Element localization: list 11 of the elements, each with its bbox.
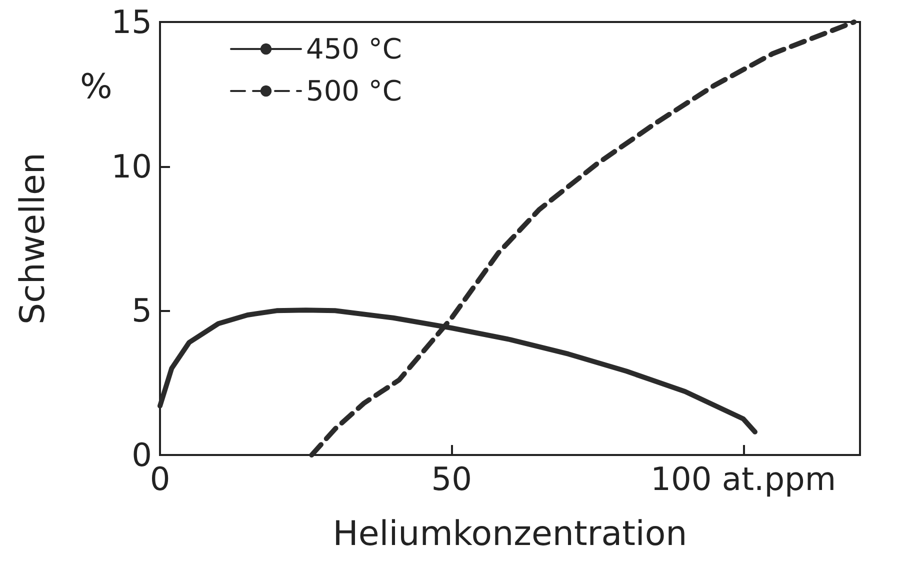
y-tick-label: 5: [132, 292, 152, 330]
y-tick-label: 10: [111, 147, 152, 186]
x-tick-label: 50: [431, 460, 472, 498]
x-axis-title: Heliumkonzentration: [332, 514, 688, 554]
y-tick-label: 0: [132, 436, 152, 474]
text: %: [80, 67, 112, 107]
x-tick-label: 100 at.ppm: [650, 460, 836, 498]
y-tick-label: 15: [111, 3, 152, 41]
legend-label: 500 °C: [306, 74, 402, 108]
y-axis-title: Schwellen: [13, 152, 53, 324]
legend-label: 450 °C: [306, 32, 402, 66]
